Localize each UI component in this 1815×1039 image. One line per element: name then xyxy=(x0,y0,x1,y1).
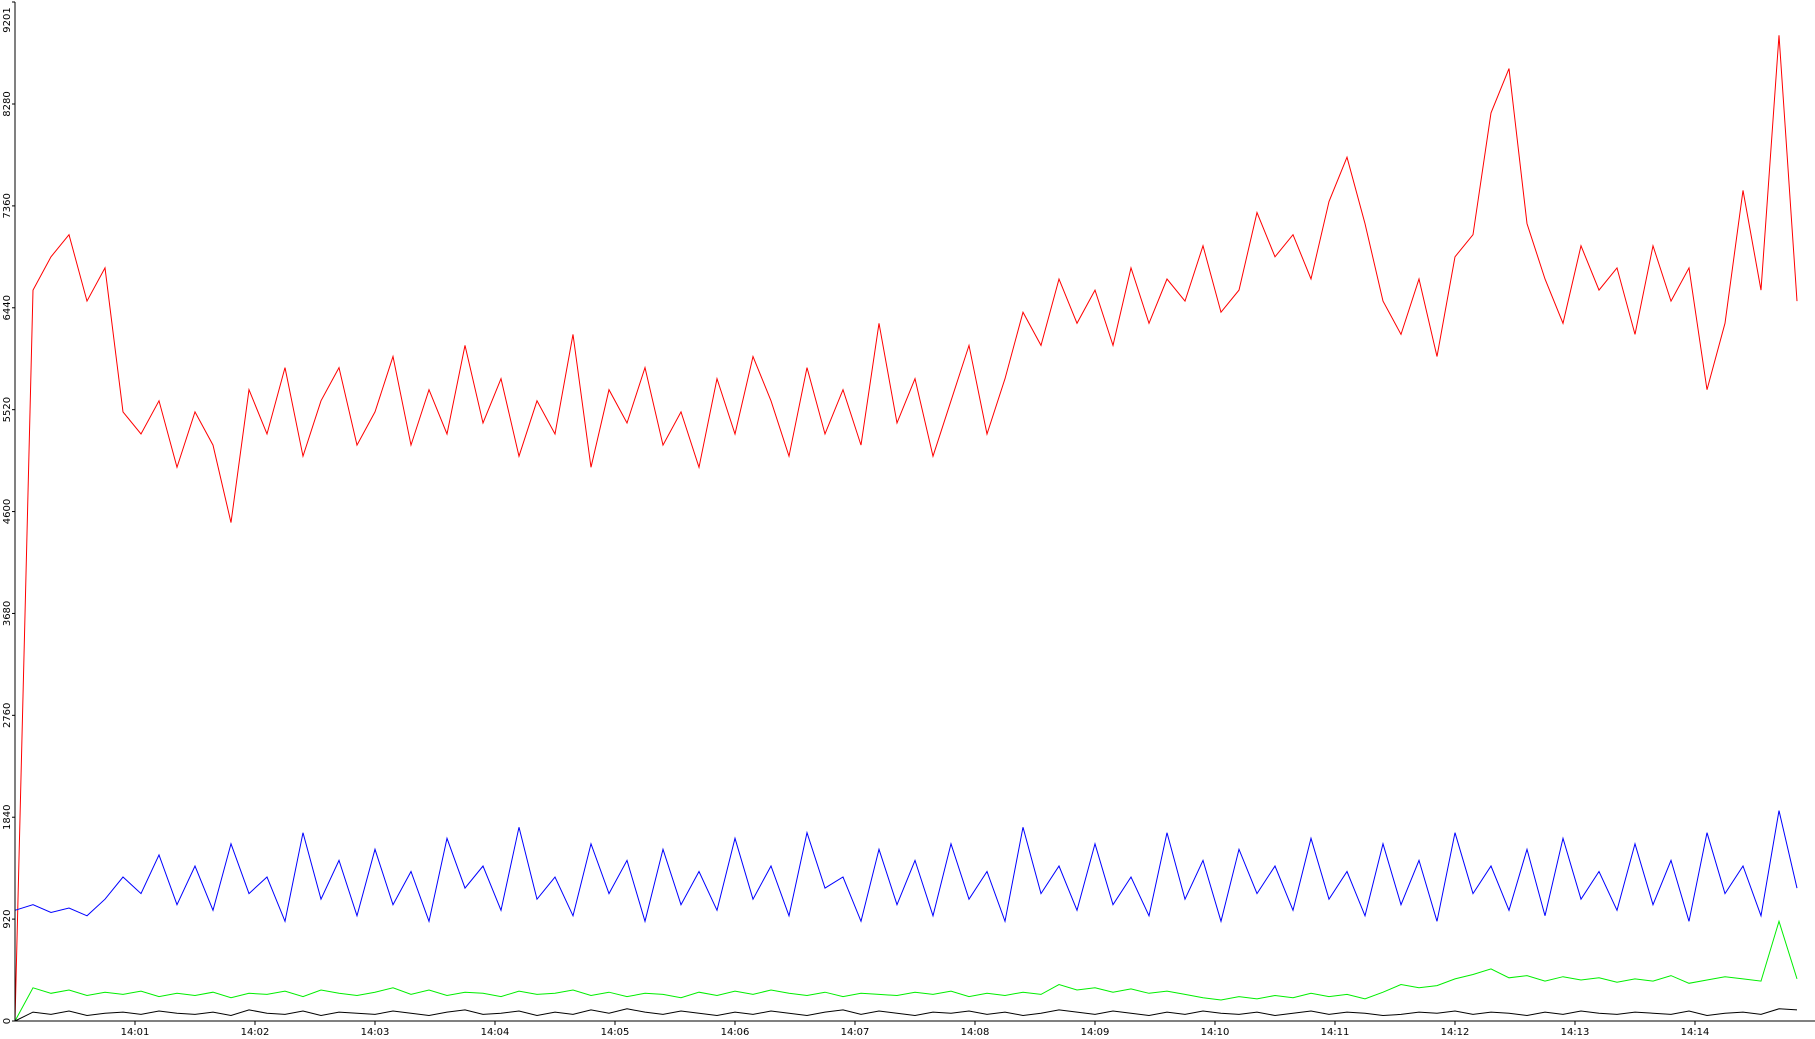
y-tick-label: 1840 xyxy=(2,804,13,829)
y-tick-label: 7360 xyxy=(2,193,13,218)
x-tick-label: 14:02 xyxy=(241,1027,270,1038)
x-tick-label: 14:01 xyxy=(121,1027,150,1038)
y-tick-label: 920 xyxy=(2,910,13,929)
series-line xyxy=(14,1008,1798,1022)
series-line xyxy=(14,810,1798,924)
x-tick-label: 14:05 xyxy=(601,1027,630,1038)
y-tick-label: 8280 xyxy=(2,91,13,116)
x-tick-label: 14:07 xyxy=(841,1027,870,1038)
x-tick-label: 14:03 xyxy=(361,1027,390,1038)
x-tick-label: 14:08 xyxy=(961,1027,990,1038)
x-tick-label: 14:11 xyxy=(1321,1027,1350,1038)
y-tick-label: 6440 xyxy=(2,295,13,320)
series-line xyxy=(14,35,1798,1022)
x-tick-label: 14:06 xyxy=(721,1027,750,1038)
y-tick-label: 2760 xyxy=(2,703,13,728)
y-tick-label: 9201 xyxy=(2,7,13,32)
x-tick-label: 14:14 xyxy=(1681,1027,1710,1038)
y-tick-label: 5520 xyxy=(2,397,13,422)
x-tick-label: 14:13 xyxy=(1561,1027,1590,1038)
x-tick-label: 14:09 xyxy=(1081,1027,1110,1038)
series-line xyxy=(14,919,1798,1022)
y-tick-label: 0 xyxy=(2,1018,13,1024)
x-tick-label: 14:10 xyxy=(1201,1027,1230,1038)
y-tick-label: 4600 xyxy=(2,499,13,524)
x-tick-label: 14:12 xyxy=(1441,1027,1470,1038)
y-tick-label: 3680 xyxy=(2,601,13,626)
x-tick-label: 14:04 xyxy=(481,1027,510,1038)
